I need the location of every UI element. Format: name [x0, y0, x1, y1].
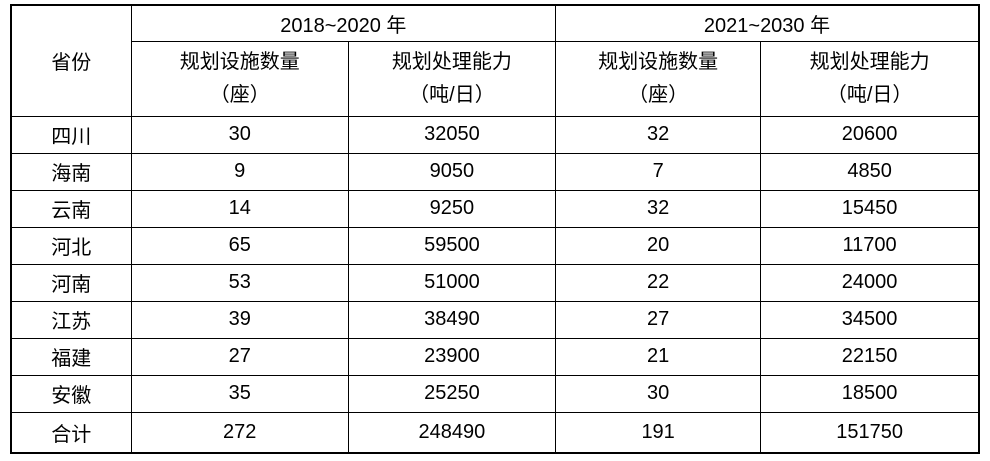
value-cell: 30	[555, 374, 762, 413]
province-cell: 云南	[10, 189, 132, 228]
table-row: 河北 65 59500 20 11700	[10, 226, 980, 265]
value-cell: 22150	[760, 337, 980, 376]
table-row: 福建 27 23900 21 22150	[10, 337, 980, 376]
subheader-unit: （吨/日）	[409, 83, 495, 106]
value-cell: 32050	[347, 115, 557, 154]
subheader-title: 规划处理能力	[809, 50, 930, 73]
value-cell: 151750	[760, 411, 980, 454]
province-cell: 福建	[10, 337, 132, 376]
province-cell: 河南	[10, 263, 132, 302]
value-cell: 38490	[347, 300, 557, 339]
subheader-row: 规划设施数量 （座） 规划处理能力 （吨/日） 规划设施数量 （座） 规划处理能…	[11, 40, 980, 117]
subheader-unit: （吨/日）	[826, 83, 913, 106]
province-cell: 合计	[10, 411, 132, 454]
value-cell: 18500	[760, 374, 980, 413]
value-cell: 35	[130, 374, 349, 413]
period-header-2018-2020: 2018~2020 年	[130, 4, 557, 42]
subheader-title: 规划设施数量	[179, 50, 300, 73]
subheader-title: 规划设施数量	[598, 50, 719, 73]
value-cell: 51000	[347, 263, 557, 302]
subheader-facility-count-2: 规划设施数量 （座）	[555, 40, 762, 117]
total-row: 合计 272 248490 191 151750	[10, 411, 980, 454]
value-cell: 23900	[347, 337, 557, 376]
province-column-header: 省份	[10, 4, 132, 117]
table-row: 安徽 35 25250 30 18500	[10, 374, 980, 413]
value-cell: 27	[555, 300, 762, 339]
table-row: 海南 9 9050 7 4850	[10, 152, 980, 191]
value-cell: 20600	[760, 115, 980, 154]
province-cell: 海南	[10, 152, 132, 191]
value-cell: 32	[555, 115, 762, 154]
value-cell: 30	[130, 115, 349, 154]
subheader-unit: （座）	[628, 83, 689, 106]
province-cell: 安徽	[10, 374, 132, 413]
value-cell: 53	[130, 263, 349, 302]
value-cell: 65	[130, 226, 349, 265]
value-cell: 14	[130, 189, 349, 228]
value-cell: 7	[555, 152, 762, 191]
value-cell: 15450	[760, 189, 980, 228]
subheader-facility-count-1: 规划设施数量 （座）	[130, 40, 349, 117]
table-row: 云南 14 9250 32 15450	[10, 189, 980, 228]
value-cell: 191	[555, 411, 762, 454]
value-cell: 21	[555, 337, 762, 376]
value-cell: 39	[130, 300, 349, 339]
value-cell: 9250	[347, 189, 557, 228]
period-header-row: 省份 2018~2020 年 2021~2030 年	[10, 4, 980, 117]
value-cell: 11700	[760, 226, 980, 265]
value-cell: 248490	[347, 411, 557, 454]
province-cell: 四川	[10, 115, 132, 154]
province-planning-table: 省份 2018~2020 年 2021~2030 年 规划设施数量 （座） 规划…	[10, 4, 980, 454]
value-cell: 27	[130, 337, 349, 376]
value-cell: 272	[130, 411, 349, 454]
subheader-unit: （座）	[209, 83, 270, 106]
table-row: 江苏 39 38490 27 34500	[10, 300, 980, 339]
value-cell: 34500	[760, 300, 980, 339]
province-cell: 河北	[10, 226, 132, 265]
table-row: 四川 30 32050 32 20600	[10, 115, 980, 154]
value-cell: 20	[555, 226, 762, 265]
subheader-capacity-2: 规划处理能力 （吨/日）	[760, 40, 980, 117]
value-cell: 59500	[347, 226, 557, 265]
value-cell: 22	[555, 263, 762, 302]
value-cell: 9050	[347, 152, 557, 191]
value-cell: 25250	[347, 374, 557, 413]
value-cell: 32	[555, 189, 762, 228]
subheader-capacity-1: 规划处理能力 （吨/日）	[347, 40, 557, 117]
subheader-title: 规划处理能力	[391, 50, 512, 73]
value-cell: 9	[130, 152, 349, 191]
province-cell: 江苏	[10, 300, 132, 339]
period-header-2021-2030: 2021~2030 年	[555, 4, 980, 42]
value-cell: 4850	[760, 152, 980, 191]
value-cell: 24000	[760, 263, 980, 302]
table-row: 河南 53 51000 22 24000	[10, 263, 980, 302]
